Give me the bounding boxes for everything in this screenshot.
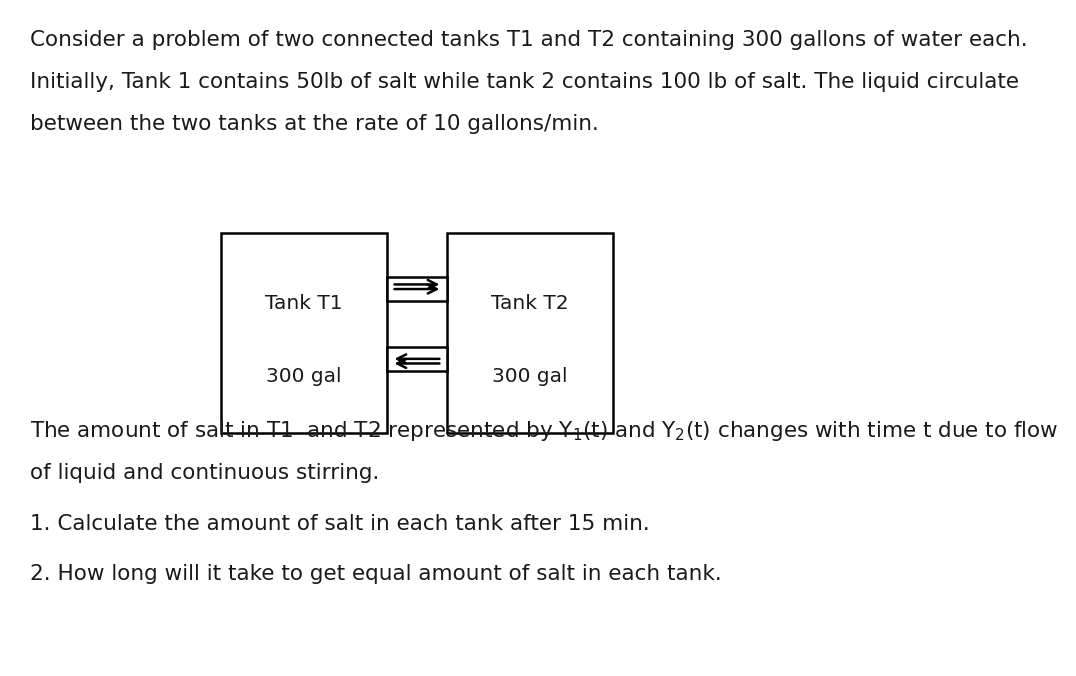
Text: The amount of salt in T1  and T2 represented by Y$_1$(t) and Y$_2$(t) changes wi: The amount of salt in T1 and T2 represen… bbox=[30, 419, 1059, 443]
Text: Initially, Tank 1 contains 50lb of salt while tank 2 contains 100 lb of salt. Th: Initially, Tank 1 contains 50lb of salt … bbox=[30, 72, 1019, 93]
Text: Tank T2: Tank T2 bbox=[491, 293, 569, 312]
Bar bbox=[447, 233, 613, 433]
Text: Consider a problem of two connected tanks T1 and T2 containing 300 gallons of wa: Consider a problem of two connected tank… bbox=[30, 30, 1028, 51]
Bar bbox=[387, 277, 447, 301]
Text: 300 gal: 300 gal bbox=[266, 367, 342, 386]
Text: 2. How long will it take to get equal amount of salt in each tank.: 2. How long will it take to get equal am… bbox=[30, 564, 722, 585]
Text: 300 gal: 300 gal bbox=[492, 367, 568, 386]
Text: 1. Calculate the amount of salt in each tank after 15 min.: 1. Calculate the amount of salt in each … bbox=[30, 514, 650, 534]
Bar bbox=[221, 233, 387, 433]
Text: of liquid and continuous stirring.: of liquid and continuous stirring. bbox=[30, 463, 380, 483]
Bar bbox=[387, 347, 447, 371]
Text: Tank T1: Tank T1 bbox=[265, 293, 343, 312]
Text: between the two tanks at the rate of 10 gallons/min.: between the two tanks at the rate of 10 … bbox=[30, 114, 599, 135]
